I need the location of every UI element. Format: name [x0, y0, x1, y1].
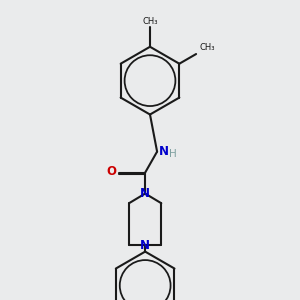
Text: N: N [140, 239, 150, 252]
Text: CH₃: CH₃ [199, 44, 215, 52]
Text: H: H [169, 149, 177, 159]
Text: N: N [159, 145, 169, 158]
Text: O: O [107, 165, 117, 178]
Text: N: N [140, 187, 150, 200]
Text: CH₃: CH₃ [142, 17, 158, 26]
